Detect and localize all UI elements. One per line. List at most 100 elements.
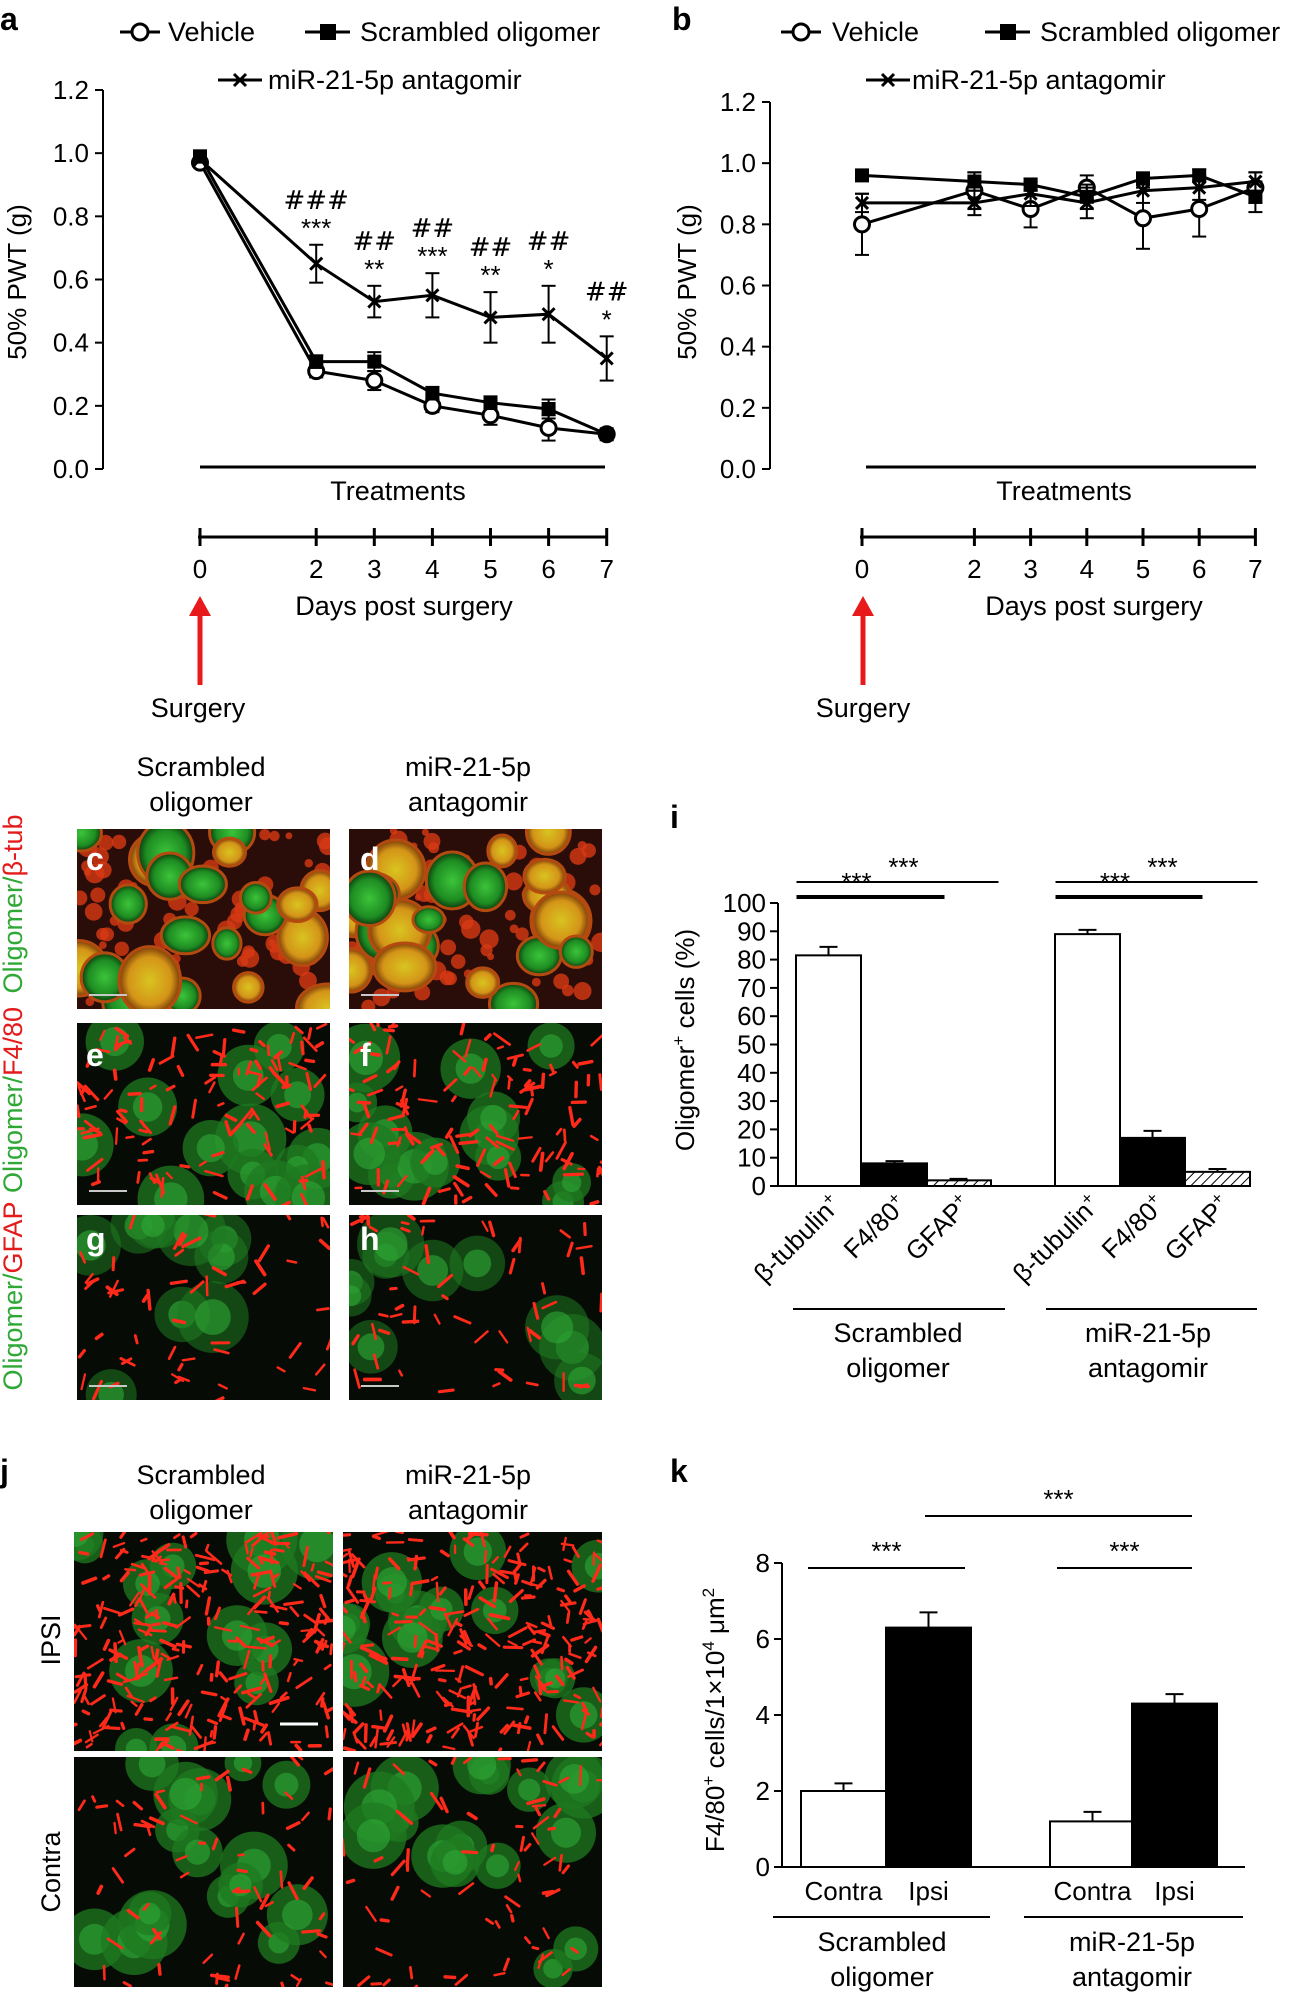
red-process <box>204 1075 217 1085</box>
legend-b: Vehicle Scrambled oligomer miR-21-5p ant… <box>781 17 1280 95</box>
red-process <box>208 1081 216 1094</box>
cell-nucleus <box>77 1230 106 1261</box>
y-tick-label: 0.4 <box>53 328 89 358</box>
red-process <box>264 1901 274 1908</box>
red-process <box>320 1697 325 1708</box>
red-process <box>561 1967 572 1977</box>
red-process <box>251 1076 268 1092</box>
red-process <box>592 1686 602 1703</box>
red-process <box>181 1236 202 1249</box>
red-process <box>212 1190 228 1200</box>
red-process <box>269 1604 288 1611</box>
red-process <box>275 1101 291 1109</box>
red-process <box>492 1156 505 1167</box>
timeline-tick-label: 6 <box>541 554 555 584</box>
red-process <box>497 1369 513 1382</box>
red-process <box>186 1584 201 1598</box>
red-process <box>553 1807 562 1819</box>
red-process <box>245 1123 256 1134</box>
red-process <box>543 1713 549 1735</box>
red-process <box>369 1023 377 1032</box>
red-process <box>201 1579 208 1593</box>
red-process <box>315 1637 325 1654</box>
red-process <box>554 1674 565 1687</box>
cell-nucleus <box>266 1033 292 1060</box>
red-process <box>88 1127 102 1134</box>
timeline-a: Treatments 0 2 3 4 5 6 7 Days post surgery Sur… <box>151 465 614 723</box>
red-process <box>243 1649 251 1670</box>
red-process <box>379 1684 393 1699</box>
red-process <box>300 1117 315 1130</box>
red-process <box>177 1362 184 1372</box>
panel-k: k F4/80+ cells/1×104 μm2 0 2 4 6 8 Contra Ipsi… <box>670 1453 1245 1992</box>
red-process <box>437 1388 455 1394</box>
red-process <box>509 924 519 934</box>
red-process <box>220 1714 232 1721</box>
red-process <box>304 1167 323 1179</box>
red-process <box>585 1731 595 1739</box>
red-process <box>119 1570 130 1583</box>
red-process <box>441 1294 449 1301</box>
red-process <box>378 1328 391 1335</box>
red-process <box>386 1736 396 1748</box>
cell-nucleus <box>397 1622 428 1653</box>
red-process <box>299 971 317 990</box>
red-process <box>217 1102 225 1107</box>
red-process <box>453 1315 472 1325</box>
red-process <box>499 1723 509 1734</box>
red-process <box>426 1639 444 1648</box>
cell-nucleus <box>349 1285 362 1307</box>
red-process <box>77 1080 92 1096</box>
data-point-square <box>309 354 324 369</box>
red-process <box>85 1742 93 1749</box>
ylabel-k: F4/80+ cells/1×104 μm2 <box>699 1588 730 1852</box>
red-process <box>316 1570 333 1578</box>
red-process <box>305 1072 313 1092</box>
red-process <box>344 1598 356 1605</box>
red-process <box>324 1725 329 1739</box>
y-tick-label: 0.2 <box>53 391 89 421</box>
red-process <box>290 1973 301 1982</box>
data-point-square <box>541 401 556 416</box>
red-process <box>145 1823 152 1837</box>
red-process <box>92 1379 103 1400</box>
red-process <box>551 1725 565 1741</box>
legend-vehicle-b: Vehicle <box>832 17 919 47</box>
micrograph-j-antagomir-ipsi <box>343 1532 602 1751</box>
red-process <box>184 901 199 917</box>
red-process <box>314 1575 332 1583</box>
red-process <box>109 1708 123 1713</box>
red-process <box>568 1652 582 1660</box>
y-tick-label: 0.8 <box>53 201 89 231</box>
red-process <box>305 1627 314 1638</box>
red-process <box>284 1127 295 1134</box>
red-process <box>479 1170 492 1179</box>
red-process <box>522 1067 532 1072</box>
red-process <box>285 1215 292 1221</box>
red-process <box>116 1812 123 1832</box>
red-process <box>84 1272 94 1284</box>
data-point-x <box>541 307 556 322</box>
legend-antagomir-a: miR-21-5p antagomir <box>268 65 522 95</box>
micrograph-d <box>349 829 602 1009</box>
bar <box>800 1790 887 1868</box>
red-process <box>387 1557 401 1571</box>
red-process <box>170 1373 185 1383</box>
red-process <box>537 1630 551 1638</box>
red-process <box>268 1654 273 1669</box>
micrograph-j-antagomir-contra <box>343 1757 602 1987</box>
red-process <box>518 1685 523 1696</box>
red-process <box>504 909 516 921</box>
col-header-antagomir-1: miR-21-5p <box>405 752 531 782</box>
red-process <box>259 1556 280 1565</box>
red-process <box>241 1767 253 1774</box>
cell-nucleus <box>485 1854 510 1878</box>
red-process <box>353 1671 358 1683</box>
red-process <box>503 1168 511 1188</box>
red-process <box>352 1722 365 1735</box>
red-process <box>286 1259 298 1264</box>
bar <box>1184 1170 1251 1187</box>
red-process <box>437 1273 454 1289</box>
red-process <box>560 1158 573 1166</box>
